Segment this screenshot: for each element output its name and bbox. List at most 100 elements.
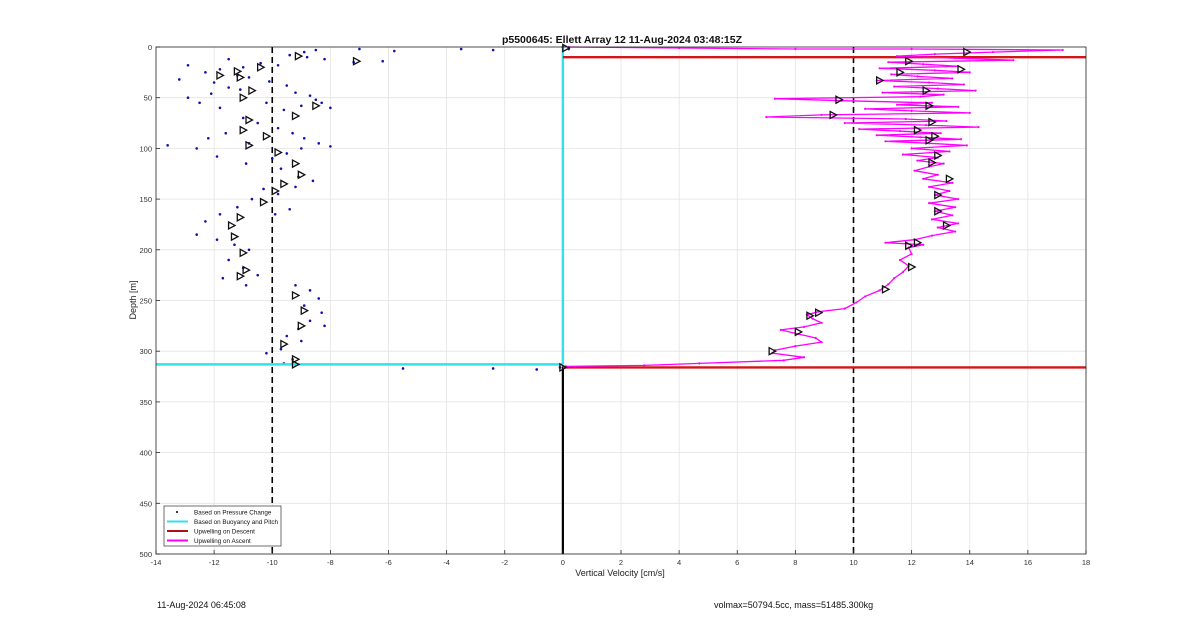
upwelling-on-ascent-point <box>957 222 960 225</box>
triangle-marker <box>236 271 246 281</box>
x-tick-label: 10 <box>849 558 857 567</box>
based-on-pressure-change-point <box>241 116 245 120</box>
triangle-marker <box>876 75 885 86</box>
based-on-pressure-change-point <box>276 63 280 67</box>
based-on-pressure-change-point <box>308 94 312 97</box>
triangle-marker <box>963 47 972 57</box>
triangle-marker <box>236 212 246 222</box>
triangle-marker <box>245 115 254 125</box>
triangle-marker <box>291 290 301 301</box>
upwelling-on-ascent-point <box>954 57 957 60</box>
x-tick-label: -6 <box>385 558 392 567</box>
upwelling-on-ascent-point <box>930 101 934 104</box>
based-on-pressure-change-point <box>204 220 207 223</box>
y-tick-label: 200 <box>139 246 152 255</box>
upwelling-on-ascent-point <box>951 77 954 80</box>
triangle-marker <box>835 95 844 105</box>
upwelling-on-ascent-point <box>887 283 890 286</box>
upwelling-on-ascent-point <box>773 97 777 100</box>
based-on-pressure-change-point <box>209 92 213 95</box>
based-on-pressure-change-point <box>300 147 303 150</box>
legend-label: Based on Pressure Change <box>194 509 272 516</box>
upwelling-on-ascent-point <box>925 123 928 127</box>
triangle-marker <box>934 190 943 200</box>
triangle-marker <box>814 308 824 318</box>
triangle-marker <box>233 66 243 76</box>
based-on-pressure-change-point <box>268 80 271 83</box>
legend-label: Upwelling on Ascent <box>194 538 251 545</box>
y-tick-label: 450 <box>139 499 152 508</box>
triangle-marker <box>291 354 301 364</box>
upwelling-on-ascent-point <box>936 226 939 229</box>
upwelling-on-ascent-point <box>910 109 913 112</box>
based-on-pressure-change-point <box>323 324 326 328</box>
based-on-pressure-change-point <box>305 55 309 59</box>
triangle-marker <box>942 220 952 231</box>
based-on-pressure-change-point <box>314 48 318 52</box>
triangle-marker <box>905 241 914 251</box>
based-on-pressure-change-point <box>215 238 219 241</box>
based-on-pressure-change-point <box>276 192 280 196</box>
y-tick-label: 250 <box>139 297 152 306</box>
y-tick-label: 500 <box>139 550 152 559</box>
upwelling-on-ascent-point <box>864 295 867 298</box>
based-on-pressure-change-point <box>302 304 306 307</box>
based-on-pressure-change-point <box>279 167 283 170</box>
upwelling-on-ascent-point <box>881 91 884 94</box>
based-on-pressure-change-point <box>323 57 326 61</box>
triangle-marker <box>312 101 321 111</box>
upwelling-on-ascent-point <box>1061 48 1064 52</box>
chart-legend: Based on Pressure Change Based on Buoyanc… <box>163 505 282 547</box>
y-tick-label: 50 <box>144 94 152 103</box>
based-on-pressure-change-point <box>358 47 361 51</box>
based-on-pressure-change-point <box>329 145 332 148</box>
based-on-pressure-change-point <box>218 68 222 71</box>
triangle-marker <box>352 56 362 66</box>
upwelling-on-ascent-point <box>895 103 899 106</box>
based-on-pressure-change-point <box>259 61 262 65</box>
upwelling-on-ascent-point <box>910 47 913 51</box>
based-on-pressure-change-point <box>300 104 303 108</box>
based-on-pressure-change-point <box>381 59 384 63</box>
based-on-pressure-change-point <box>186 63 190 67</box>
legend-label: Upwelling on Descent <box>194 528 255 535</box>
triangle-marker <box>291 159 301 169</box>
upwelling-on-ascent-point <box>811 317 814 320</box>
triangle-marker <box>934 150 943 161</box>
x-tick-label: -12 <box>209 558 220 567</box>
upwelling-on-ascent-point <box>922 177 925 180</box>
based-on-pressure-change-point <box>320 101 323 105</box>
based-on-pressure-change-point <box>262 187 265 191</box>
upwelling-on-ascent-point <box>884 140 887 143</box>
based-on-pressure-change-point <box>204 71 207 74</box>
triangle-marker <box>297 321 307 331</box>
upwelling-on-ascent-point <box>779 328 782 332</box>
triangle-marker <box>230 232 240 242</box>
based-on-pressure-change-point <box>247 248 251 252</box>
upwelling-on-ascent-point <box>954 206 957 209</box>
legend-label: Based on Buoyancy and Pitch <box>194 519 279 526</box>
upwelling-on-ascent-point <box>977 126 980 129</box>
based-on-pressure-change-point <box>177 78 181 81</box>
based-on-pressure-change-point <box>314 98 318 102</box>
upwelling-on-ascent-point <box>968 111 971 115</box>
upwelling-on-ascent-point <box>916 159 919 162</box>
triangle-marker <box>559 362 568 373</box>
x-tick-label: 4 <box>677 558 681 567</box>
based-on-pressure-change-point <box>285 84 289 87</box>
triangle-marker <box>236 72 246 83</box>
based-on-pressure-change-point <box>247 76 251 79</box>
x-axis-label: Vertical Velocity [cm/s] <box>575 568 665 578</box>
triangle-marker <box>248 86 257 96</box>
triangle-marker <box>216 70 225 80</box>
upwelling-on-ascent-point <box>933 69 936 72</box>
triangle-marker <box>242 265 251 275</box>
upwelling-on-ascent-point <box>782 359 785 362</box>
y-tick-label: 350 <box>139 398 152 407</box>
upwelling-on-ascent-point <box>919 95 922 98</box>
upwelling-on-ascent-point <box>814 336 817 340</box>
triangle-marker <box>297 170 307 180</box>
y-tick-label: 150 <box>139 195 152 204</box>
y-axis-label: Depth [m] <box>128 280 138 319</box>
